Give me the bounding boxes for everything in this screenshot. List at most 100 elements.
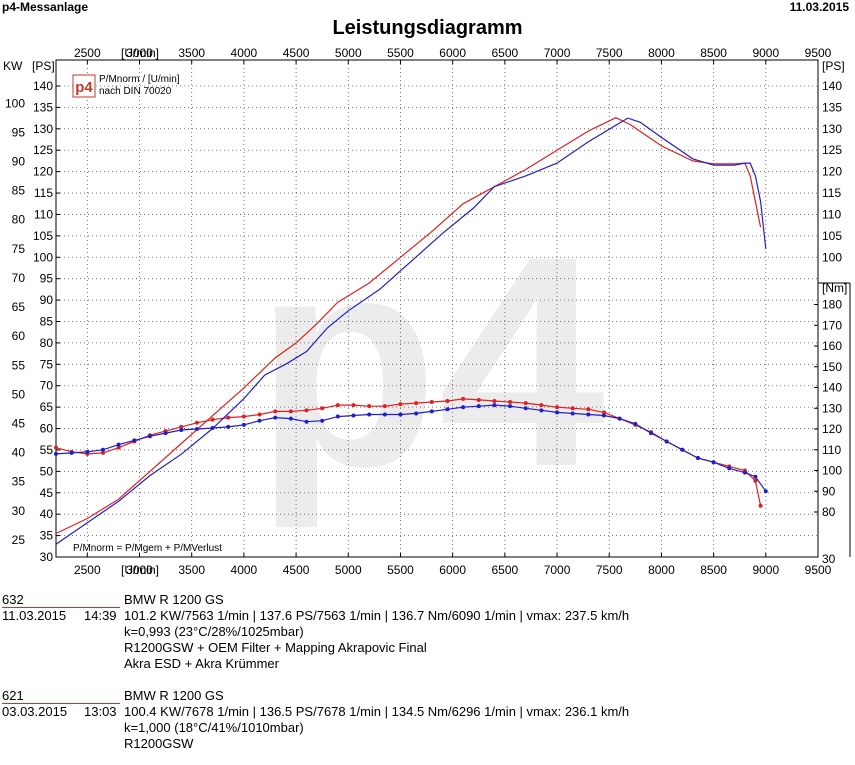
torque-point-1 <box>273 409 278 414</box>
torque-point-1 <box>351 403 356 408</box>
report-date: 11.03.2015 <box>789 0 849 14</box>
chart-title: Leistungsdiagramm <box>332 17 523 39</box>
torque-point-1 <box>100 450 105 455</box>
torque-point-1 <box>539 403 544 408</box>
ps-tick-label-right: 110 <box>822 207 841 221</box>
torque-point-2 <box>54 451 58 456</box>
ps-axis-unit-right: [PS] <box>822 59 845 73</box>
torque-point-2 <box>602 413 607 418</box>
nm-tick-label: 110 <box>822 443 841 457</box>
run-divider <box>2 607 120 608</box>
ps-tick-label-left: 115 <box>34 186 53 200</box>
torque-point-2 <box>476 404 481 409</box>
kw-tick-label: 65 <box>12 300 26 314</box>
torque-point-1 <box>226 415 231 420</box>
torque-point-2 <box>429 409 434 414</box>
torque-point-1 <box>320 406 325 411</box>
run-date: 03.03.2015 <box>2 704 68 719</box>
x-tick-label-top: 8500 <box>700 46 727 60</box>
x-tick-label-top: 7500 <box>596 46 623 60</box>
x-tick-label-bottom: 5000 <box>335 563 362 577</box>
torque-point-1 <box>179 424 184 429</box>
x-tick-label-bottom: 7500 <box>596 563 623 577</box>
kw-tick-label: 75 <box>12 242 26 256</box>
torque-point-2 <box>351 413 356 418</box>
nm-tick-label: 140 <box>822 381 842 395</box>
x-tick-label-top: 7000 <box>544 46 571 60</box>
run-id: 632 <box>2 592 24 607</box>
kw-tick-label: 60 <box>12 329 26 343</box>
x-unit-label-top: [U/min] <box>121 46 159 60</box>
nm-tick-label: 170 <box>822 318 842 332</box>
ps-tick-label-right: 100 <box>822 250 842 264</box>
torque-point-1 <box>367 404 372 409</box>
kw-tick-label: 90 <box>12 155 26 169</box>
x-unit-label-bottom: [U/min] <box>121 563 159 577</box>
nm-tick-label: 120 <box>822 422 842 436</box>
torque-point-2 <box>194 427 199 431</box>
torque-point-1 <box>54 445 58 450</box>
ps-tick-label-left: 100 <box>33 250 53 264</box>
run-date: 11.03.2015 <box>2 608 67 623</box>
run-conditions: k=1,000 (18°C/41%/1010mbar) <box>124 720 304 735</box>
torque-point-1 <box>570 406 575 411</box>
nm-tick-label: 180 <box>822 298 842 312</box>
ps-tick-label-left: 80 <box>40 336 54 350</box>
run-id: 621 <box>2 688 24 703</box>
torque-point-2 <box>179 428 184 433</box>
nm-tick-label: 90 <box>822 484 836 498</box>
ps-tick-label-right: 130 <box>822 122 842 136</box>
run-note: R1200GSW + OEM Filter + Mapping Akrapovi… <box>124 640 427 655</box>
ps-tick-label-left: 35 <box>40 529 54 543</box>
kw-tick-label: 95 <box>12 125 26 139</box>
ps-tick-label-right: 140 <box>822 79 842 93</box>
torque-point-2 <box>288 416 293 421</box>
torque-point-1 <box>210 417 215 422</box>
formula-text: P/Mnorm = P/Mgem + P/MVerlust <box>73 543 222 554</box>
x-tick-label-top: 4000 <box>231 46 258 60</box>
ps-tick-label-left: 55 <box>40 443 54 457</box>
x-tick-label-top: 5000 <box>335 46 362 60</box>
torque-point-2 <box>367 412 372 417</box>
torque-point-2 <box>753 474 758 479</box>
torque-point-2 <box>633 421 638 426</box>
x-tick-label-top: 6500 <box>491 46 518 60</box>
x-tick-label-bottom: 6000 <box>439 563 466 577</box>
x-tick-label-top: 4500 <box>283 46 310 60</box>
torque-point-2 <box>445 407 450 412</box>
torque-point-2 <box>304 419 309 424</box>
x-tick-label-top: 2500 <box>74 46 101 60</box>
x-tick-label-top: 6000 <box>439 46 466 60</box>
run-time: 14:39 <box>84 608 117 623</box>
ps-tick-label-left: 65 <box>40 400 54 414</box>
torque-point-2 <box>727 466 732 471</box>
torque-point-2 <box>335 414 340 419</box>
torque-point-2 <box>226 424 231 429</box>
nm-tick-label: 150 <box>822 360 842 374</box>
torque-point-1 <box>492 398 497 403</box>
run-model: BMW R 1200 GS <box>124 592 224 607</box>
kw-tick-label: 45 <box>12 416 26 430</box>
torque-point-1 <box>461 396 466 401</box>
torque-point-1 <box>257 412 262 417</box>
kw-tick-label: 55 <box>12 358 26 372</box>
torque-point-2 <box>320 418 325 423</box>
torque-point-2 <box>210 425 215 430</box>
x-tick-label-bottom: 4000 <box>231 563 258 577</box>
kw-tick-label: 30 <box>12 504 26 518</box>
torque-point-2 <box>398 412 403 417</box>
ps-tick-label-right: 105 <box>822 229 842 243</box>
ps-tick-label-left: 120 <box>33 165 53 179</box>
ps-tick-label-right: 120 <box>822 165 842 179</box>
torque-point-1 <box>414 401 419 406</box>
torque-point-1 <box>194 420 199 425</box>
torque-point-2 <box>414 411 419 416</box>
ps-tick-label-left: 90 <box>40 293 54 307</box>
ps-tick-label-left: 140 <box>33 79 53 93</box>
torque-point-2 <box>257 418 262 423</box>
torque-point-2 <box>664 439 669 444</box>
kw-axis-unit: KW <box>3 59 23 73</box>
x-tick-label-bottom: 2500 <box>74 563 101 577</box>
ps-tick-label-left: 130 <box>33 122 53 136</box>
nm-tick-label: 130 <box>822 401 842 415</box>
